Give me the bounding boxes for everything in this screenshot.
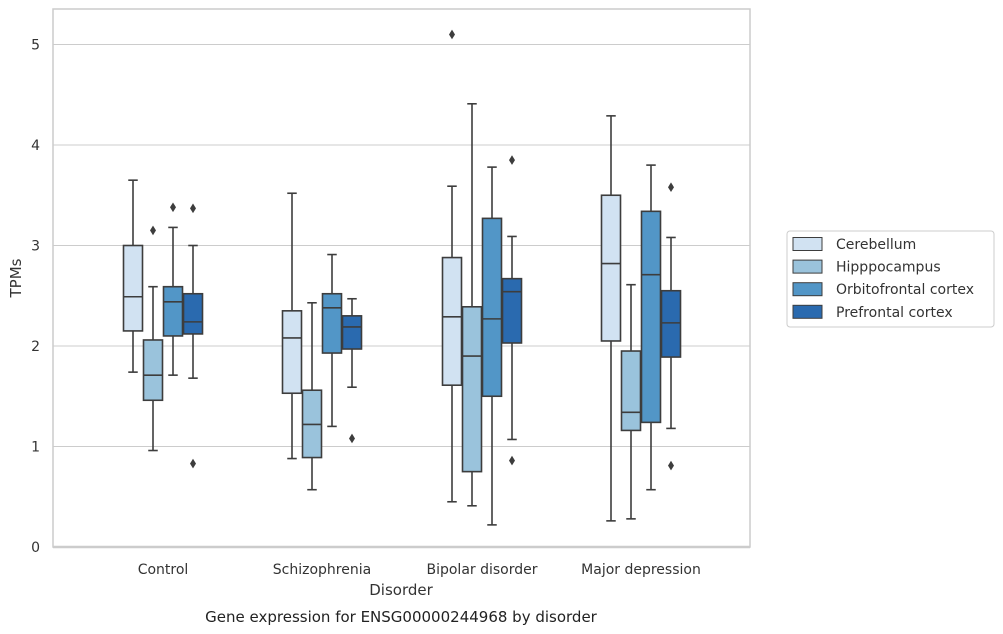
box-body bbox=[660, 289, 682, 358]
box-body bbox=[620, 350, 642, 432]
x-axis-label: Disorder bbox=[369, 581, 433, 599]
x-tick-label: Schizophrenia bbox=[273, 562, 371, 578]
legend-label: Prefrontal cortex bbox=[836, 305, 953, 321]
outlier-point bbox=[150, 225, 156, 236]
box-body bbox=[142, 339, 164, 402]
legend-label: Cerebellum bbox=[836, 237, 916, 253]
box bbox=[461, 102, 483, 507]
box-body bbox=[281, 310, 303, 395]
plot-area-frame bbox=[52, 8, 751, 548]
box-body bbox=[600, 194, 622, 342]
legend-swatch bbox=[792, 259, 823, 274]
outlier-point bbox=[349, 433, 355, 444]
box-body bbox=[481, 217, 503, 398]
series-cerebellum bbox=[122, 29, 622, 522]
box bbox=[640, 164, 662, 491]
outlier-point bbox=[668, 460, 674, 471]
box bbox=[301, 301, 323, 491]
box bbox=[620, 283, 642, 520]
box-body bbox=[640, 210, 662, 424]
box-body bbox=[441, 256, 463, 386]
outlier-point bbox=[190, 203, 196, 214]
box bbox=[321, 253, 343, 428]
y-tick-label: 5 bbox=[31, 38, 40, 54]
y-tick-label: 3 bbox=[31, 239, 40, 255]
y-tick-label: 4 bbox=[31, 138, 40, 154]
box bbox=[341, 297, 363, 444]
series-orbitofrontal-cortex bbox=[162, 164, 662, 526]
x-axis-ticks: Control Schizophrenia Bipolar disorder Majo… bbox=[138, 562, 701, 578]
legend-frame bbox=[786, 230, 995, 328]
box-body bbox=[122, 244, 144, 332]
box bbox=[122, 179, 144, 373]
x-tick-label: Bipolar disorder bbox=[426, 562, 537, 578]
box bbox=[182, 203, 204, 469]
box-body bbox=[341, 315, 363, 350]
outlier-point bbox=[170, 202, 176, 213]
x-tick-label: Major depression bbox=[581, 562, 701, 578]
chart-caption: Gene expression for ENSG00000244968 by d… bbox=[205, 608, 598, 626]
box bbox=[142, 225, 164, 452]
outlier-point bbox=[509, 455, 515, 466]
legend-swatch bbox=[792, 282, 823, 297]
box-series bbox=[122, 29, 682, 526]
y-axis-ticks: 0 1 2 3 4 5 bbox=[31, 38, 40, 557]
legend-label: Orbitofrontal cortex bbox=[836, 282, 974, 298]
box-body bbox=[321, 292, 343, 354]
series-hipppocampus bbox=[142, 102, 642, 520]
box-body bbox=[162, 285, 184, 337]
outlier-point bbox=[509, 155, 515, 165]
box bbox=[501, 155, 523, 466]
box bbox=[441, 29, 463, 503]
outlier-point bbox=[449, 29, 455, 40]
y-tick-label: 2 bbox=[31, 339, 40, 355]
box-body bbox=[461, 306, 483, 473]
box bbox=[481, 166, 503, 526]
legend-swatch bbox=[792, 237, 823, 251]
legend-label: Hipppocampus bbox=[836, 260, 941, 276]
legend-swatch bbox=[792, 304, 823, 319]
box-body bbox=[501, 277, 523, 344]
outlier-point bbox=[668, 182, 674, 193]
box-body bbox=[182, 292, 204, 335]
y-axis-label: TPMs bbox=[7, 258, 25, 298]
series-prefrontal-cortex bbox=[182, 155, 682, 471]
box bbox=[281, 192, 303, 460]
box bbox=[600, 115, 622, 522]
box bbox=[660, 182, 682, 471]
x-tick-label: Control bbox=[138, 562, 189, 578]
box bbox=[162, 202, 184, 376]
outlier-point bbox=[190, 458, 196, 469]
legend: Cerebellum Hipppocampus Orbitofrontal cort… bbox=[786, 230, 995, 328]
y-tick-label: 1 bbox=[31, 440, 40, 456]
y-tick-label: 0 bbox=[31, 540, 40, 556]
